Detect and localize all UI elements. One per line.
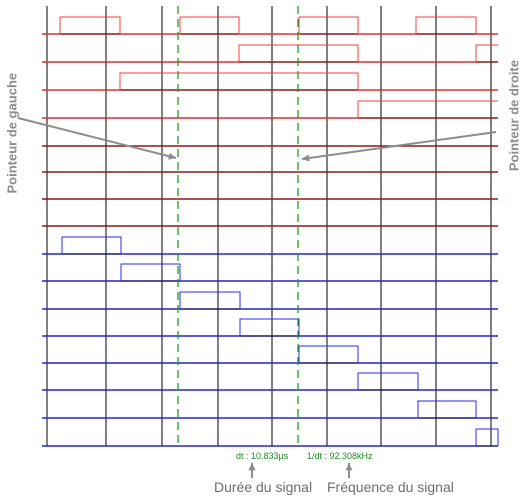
signal-trace: [42, 291, 498, 310]
cursor-lines[interactable]: [177, 6, 299, 446]
signal-trace: [42, 44, 498, 63]
right-pointer-arrow-icon-head: [302, 154, 310, 162]
annotation-arrows: [17, 117, 497, 478]
duration-arrow-icon-head: [248, 463, 256, 471]
signal-trace: [42, 263, 498, 282]
frequency-caption: Fréquence du signal: [327, 479, 454, 495]
left-pointer-label: Pointeur de gauche: [4, 72, 20, 194]
signal-trace: [42, 16, 498, 35]
signal-trace: [42, 236, 498, 255]
signal-traces: [42, 16, 499, 447]
signal-trace: [42, 100, 498, 119]
left-pointer-arrow-icon: [17, 117, 177, 159]
right-pointer-arrow-icon: [301, 131, 497, 160]
frequency-readout: 1/dt : 92.308kHz: [307, 451, 373, 461]
dt-readout: dt : 10.833µs: [236, 451, 289, 461]
signal-trace: [42, 400, 498, 419]
signal-trace: [42, 318, 498, 337]
frequency-arrow-icon-head: [345, 463, 353, 471]
signal-trace: [42, 428, 499, 447]
left-pointer-arrow-icon-head: [168, 152, 176, 160]
duration-caption: Durée du signal: [214, 479, 313, 495]
signal-trace: [42, 345, 498, 364]
right-pointer-label: Pointeur de droite: [506, 59, 522, 172]
channel-baselines: [42, 33, 498, 447]
signal-trace: [42, 372, 498, 391]
signal-trace: [42, 72, 498, 91]
